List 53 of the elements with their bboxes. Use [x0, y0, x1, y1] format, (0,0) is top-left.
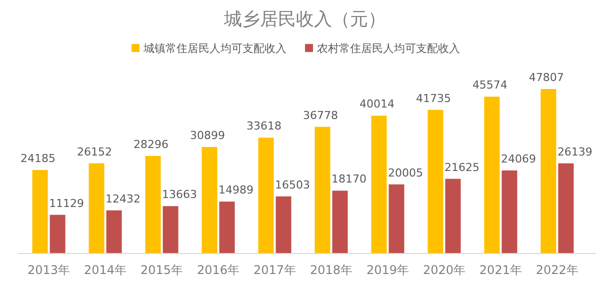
data-label: 12432 — [106, 192, 141, 206]
data-label: 41735 — [416, 92, 451, 105]
x-tick-label: 2022年 — [536, 263, 578, 277]
data-label: 26139 — [557, 145, 592, 158]
bar — [258, 138, 274, 253]
data-label: 16503 — [275, 178, 310, 192]
bar — [540, 89, 556, 253]
bar — [219, 202, 235, 253]
bar — [162, 206, 178, 253]
bar — [314, 126, 330, 253]
data-label: 24185 — [20, 152, 56, 166]
bar — [428, 110, 444, 253]
x-tick-label: 2014年 — [84, 263, 127, 277]
data-label: 36778 — [302, 108, 338, 122]
bar — [88, 163, 104, 253]
bar — [445, 178, 461, 253]
bar — [332, 190, 348, 253]
x-tick-label: 2017年 — [253, 263, 296, 277]
bar — [276, 196, 292, 253]
x-tick-label: 2021年 — [479, 263, 522, 277]
bar — [371, 116, 387, 253]
bar — [32, 170, 48, 253]
bar — [502, 170, 518, 253]
data-label: 13663 — [162, 188, 198, 202]
data-label: 40014 — [359, 98, 394, 111]
bar — [558, 163, 574, 253]
x-tick-label: 2015年 — [140, 263, 184, 277]
bar — [388, 184, 404, 253]
bar — [484, 96, 500, 253]
data-label: 45574 — [472, 78, 508, 92]
data-label: 18170 — [332, 172, 366, 186]
x-tick-label: 2018年 — [310, 263, 353, 277]
x-tick-label: 2020年 — [422, 263, 466, 277]
data-label: 11129 — [49, 196, 84, 210]
data-label: 24069 — [500, 152, 536, 166]
bar — [106, 210, 122, 253]
x-tick-label: 2019年 — [366, 263, 410, 277]
bar — [202, 147, 218, 253]
data-label: 26152 — [77, 145, 112, 158]
data-label: 14989 — [218, 184, 254, 197]
legend-label: 城镇常住居民人均可支配收入 — [142, 42, 286, 55]
bar — [50, 214, 66, 253]
data-label: 28296 — [134, 138, 169, 151]
legend-label: 农村常住居民人均可支配收入 — [317, 42, 460, 55]
data-label: 21625 — [444, 160, 480, 174]
data-label: 47807 — [528, 71, 564, 84]
data-label: 30899 — [190, 129, 226, 142]
chart-title: 城乡居民收入（元） — [223, 9, 386, 30]
data-label: 33618 — [246, 120, 282, 133]
data-label: 20005 — [388, 166, 423, 180]
bar — [145, 156, 161, 253]
x-tick-label: 2013年 — [28, 263, 70, 277]
x-tick-label: 2016年 — [196, 263, 240, 277]
